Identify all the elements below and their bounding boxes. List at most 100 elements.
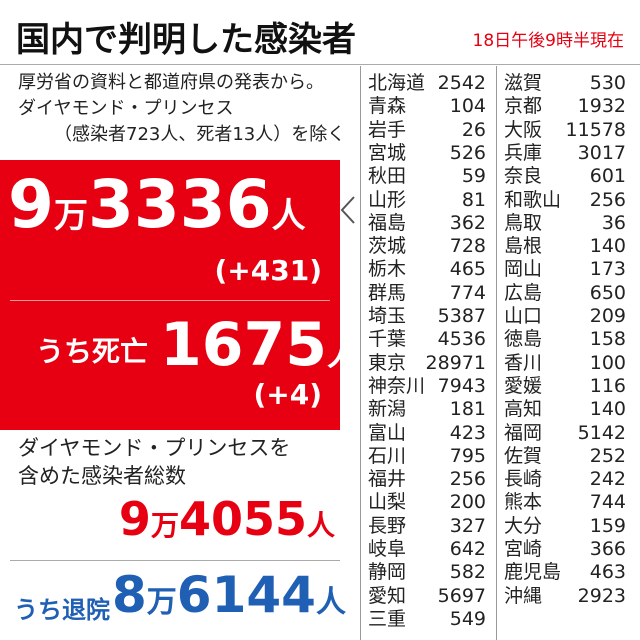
prefecture: 東京 bbox=[368, 351, 407, 374]
num: 9 bbox=[8, 166, 54, 243]
count: 100 bbox=[589, 351, 626, 374]
timestamp: 18日午後9時半現在 bbox=[472, 31, 624, 51]
num: 6144 bbox=[176, 566, 316, 624]
count: 256 bbox=[589, 188, 626, 211]
count: 173 bbox=[589, 258, 626, 281]
prefecture: 千葉 bbox=[368, 328, 407, 351]
unit: 万 bbox=[146, 585, 177, 620]
count: 5142 bbox=[577, 421, 626, 444]
table-row: 広島 650 bbox=[504, 282, 626, 305]
prefecture: 徳島 bbox=[504, 328, 543, 351]
table-row: 宮崎 366 bbox=[504, 538, 626, 561]
prefecture: 岡山 bbox=[504, 258, 543, 281]
divider bbox=[0, 64, 640, 65]
deaths-label: うち死亡 bbox=[36, 335, 149, 368]
count: 159 bbox=[589, 514, 626, 537]
table-row: 愛知 5697 bbox=[368, 585, 486, 608]
table-row: 岡山 173 bbox=[504, 258, 626, 281]
table-row: 山梨 200 bbox=[368, 491, 486, 514]
table-row: 沖縄 2923 bbox=[504, 585, 626, 608]
prefecture: 長野 bbox=[368, 514, 407, 537]
prefecture: 秋田 bbox=[368, 165, 407, 188]
table-row: 山口 209 bbox=[504, 305, 626, 328]
count: 728 bbox=[449, 235, 486, 258]
count: 200 bbox=[449, 491, 486, 514]
count: 423 bbox=[449, 421, 486, 444]
table-row: 奈良 601 bbox=[504, 165, 626, 188]
prefecture: 和歌山 bbox=[504, 188, 562, 211]
table-row: 茨城 728 bbox=[368, 235, 486, 258]
table-row: 福井 256 bbox=[368, 468, 486, 491]
count: 104 bbox=[449, 95, 486, 118]
table-row: 長崎 242 bbox=[504, 468, 626, 491]
prefecture: 福井 bbox=[368, 468, 407, 491]
count: 252 bbox=[589, 444, 626, 467]
prefecture: 石川 bbox=[368, 444, 407, 467]
table-row: 大分 159 bbox=[504, 515, 626, 538]
count: 582 bbox=[449, 561, 486, 584]
divider bbox=[10, 560, 340, 561]
prefecture: 鹿児島 bbox=[504, 561, 562, 584]
prefecture: 群馬 bbox=[368, 281, 407, 304]
prefecture: 青森 bbox=[368, 95, 407, 118]
divider bbox=[360, 66, 361, 640]
table-row: 大阪 11578 bbox=[504, 119, 626, 142]
count: 11578 bbox=[565, 118, 626, 141]
prefecture: 岐阜 bbox=[368, 538, 407, 560]
num: 4055 bbox=[178, 492, 307, 546]
count: 366 bbox=[589, 538, 626, 560]
table-row: 京都 1932 bbox=[504, 95, 626, 118]
table-row: 神奈川 7943 bbox=[368, 375, 486, 398]
prefecture: 長崎 bbox=[504, 468, 543, 491]
count: 181 bbox=[449, 398, 486, 421]
note-line: 厚労省の資料と都道府県の発表から。 bbox=[18, 72, 324, 93]
deaths: 1675人 bbox=[160, 310, 359, 380]
prefecture: 山口 bbox=[504, 305, 543, 327]
table-row: 青森 104 bbox=[368, 95, 486, 118]
count: 116 bbox=[589, 374, 626, 397]
prefecture: 高知 bbox=[504, 398, 543, 421]
unit: 万 bbox=[150, 509, 179, 542]
count: 26 bbox=[461, 118, 486, 141]
pointer bbox=[340, 196, 355, 224]
prefecture: 大分 bbox=[504, 514, 543, 537]
divider bbox=[10, 300, 330, 301]
table-row: 宮城 526 bbox=[368, 142, 486, 165]
prefecture: 福島 bbox=[368, 211, 407, 234]
count: 601 bbox=[589, 165, 626, 188]
count: 650 bbox=[589, 281, 626, 304]
prefecture: 沖縄 bbox=[504, 584, 543, 607]
prefecture: 奈良 bbox=[504, 165, 543, 188]
prefecture: 兵庫 bbox=[504, 141, 543, 164]
recovered-label: うち退院 bbox=[14, 596, 110, 624]
count: 242 bbox=[589, 468, 626, 491]
table-row: 山形 81 bbox=[368, 189, 486, 212]
unit: 人 bbox=[271, 196, 306, 236]
table-row: 熊本 744 bbox=[504, 491, 626, 514]
table-row: 佐賀 252 bbox=[504, 445, 626, 468]
count: 463 bbox=[589, 561, 626, 584]
unit: 人 bbox=[327, 335, 360, 373]
prefecture: 香川 bbox=[504, 351, 543, 374]
prefecture: 鳥取 bbox=[504, 211, 543, 234]
prefecture: 埼玉 bbox=[368, 305, 407, 327]
prefecture: 京都 bbox=[504, 95, 543, 118]
table-row: 東京 28971 bbox=[368, 352, 486, 375]
count: 59 bbox=[461, 165, 486, 188]
prefecture: 佐賀 bbox=[504, 444, 543, 467]
unit: 万 bbox=[53, 196, 88, 236]
count: 526 bbox=[449, 141, 486, 164]
table-row: 福島 362 bbox=[368, 212, 486, 235]
title: 国内で判明した感染者 bbox=[16, 20, 356, 60]
change: (+4) bbox=[253, 378, 322, 411]
count: 774 bbox=[449, 281, 486, 304]
prefecture: 富山 bbox=[368, 421, 407, 444]
count: 2542 bbox=[437, 72, 486, 94]
unit: 人 bbox=[306, 509, 335, 542]
table-row: 福岡 5142 bbox=[504, 422, 626, 445]
prefecture: 熊本 bbox=[504, 491, 543, 514]
ship-label: ダイヤモンド・プリンセスを 含めた感染者総数 bbox=[18, 434, 290, 490]
count: 209 bbox=[589, 305, 626, 327]
prefecture: 宮崎 bbox=[504, 538, 543, 560]
